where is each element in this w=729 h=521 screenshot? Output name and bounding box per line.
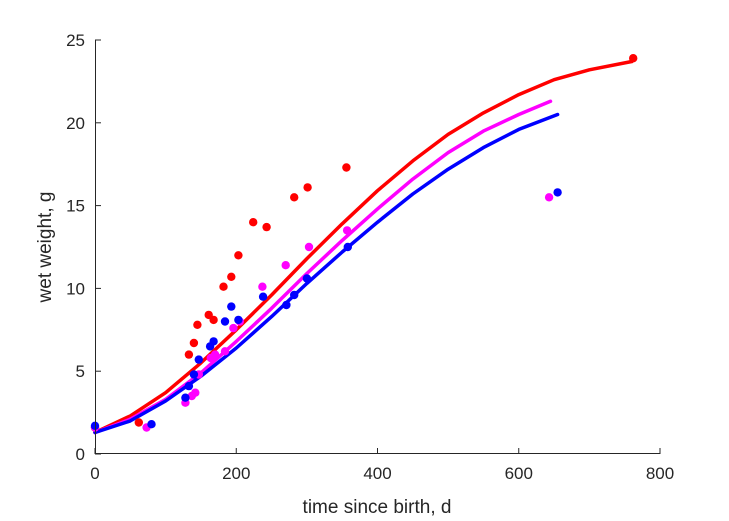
data-point-series-1 (209, 315, 218, 325)
data-point-series-3 (343, 242, 352, 252)
data-point-series-1 (184, 350, 194, 359)
x-ticks: 0 200 400 600 800 (90, 448, 674, 483)
x-tick-label: 400 (363, 464, 391, 483)
y-tick-label: 20 (66, 114, 85, 133)
data-point-series-1 (193, 320, 202, 329)
y-tick-label: 5 (76, 362, 85, 381)
fit-curve-3 (93, 112, 560, 435)
data-point-series-1 (134, 418, 143, 427)
data-point-series-1 (227, 272, 236, 281)
data-point-series-2 (544, 193, 554, 202)
data-point-series-1 (342, 163, 351, 172)
data-point-series-2 (220, 347, 230, 356)
data-point-series-3 (189, 370, 199, 379)
data-point-series-1 (303, 183, 312, 192)
data-point-series-2 (281, 261, 290, 270)
data-points (90, 54, 638, 432)
x-tick-label: 0 (90, 464, 99, 483)
data-point-series-3 (209, 337, 218, 346)
data-point-series-2 (342, 226, 352, 235)
data-point-series-1 (262, 222, 271, 232)
x-tick-label: 200 (222, 464, 250, 483)
data-point-series-3 (258, 292, 268, 301)
data-point-series-1 (249, 218, 258, 227)
data-point-series-3 (234, 315, 243, 325)
x-tick-label: 800 (646, 464, 674, 483)
data-point-series-1 (290, 193, 299, 202)
data-point-series-1 (189, 338, 199, 348)
fit-curve-2 (93, 99, 553, 435)
y-tick-label: 25 (66, 31, 85, 50)
y-ticks: 0 5 10 15 20 25 (66, 31, 101, 464)
x-tick-label: 600 (505, 464, 533, 483)
y-tick-label: 10 (66, 279, 85, 298)
data-point-series-2 (258, 282, 267, 291)
data-point-series-2 (210, 350, 220, 359)
data-point-series-2 (304, 242, 314, 252)
y-tick-label: 15 (66, 197, 85, 216)
fit-curve-1 (93, 59, 634, 435)
data-point-series-3 (194, 355, 203, 364)
data-point-series-3 (147, 420, 156, 429)
data-point-series-3 (290, 290, 299, 300)
fit-curves (93, 59, 634, 435)
data-point-series-1 (219, 282, 228, 291)
data-point-series-1 (234, 251, 243, 260)
data-point-series-3 (553, 188, 562, 197)
y-tick-label: 0 (76, 445, 85, 464)
data-point-series-2 (191, 388, 200, 397)
data-point-series-3 (220, 317, 230, 326)
data-point-series-3 (282, 300, 291, 310)
data-point-series-3 (181, 393, 190, 402)
y-axis-label: wet weight, g (35, 192, 56, 304)
x-axis-label: time since birth, d (303, 497, 452, 518)
data-point-series-3 (227, 302, 236, 311)
data-point-series-3 (184, 381, 194, 391)
data-point-series-2 (229, 323, 238, 333)
data-point-series-3 (302, 274, 312, 283)
data-point-series-1 (629, 54, 638, 63)
